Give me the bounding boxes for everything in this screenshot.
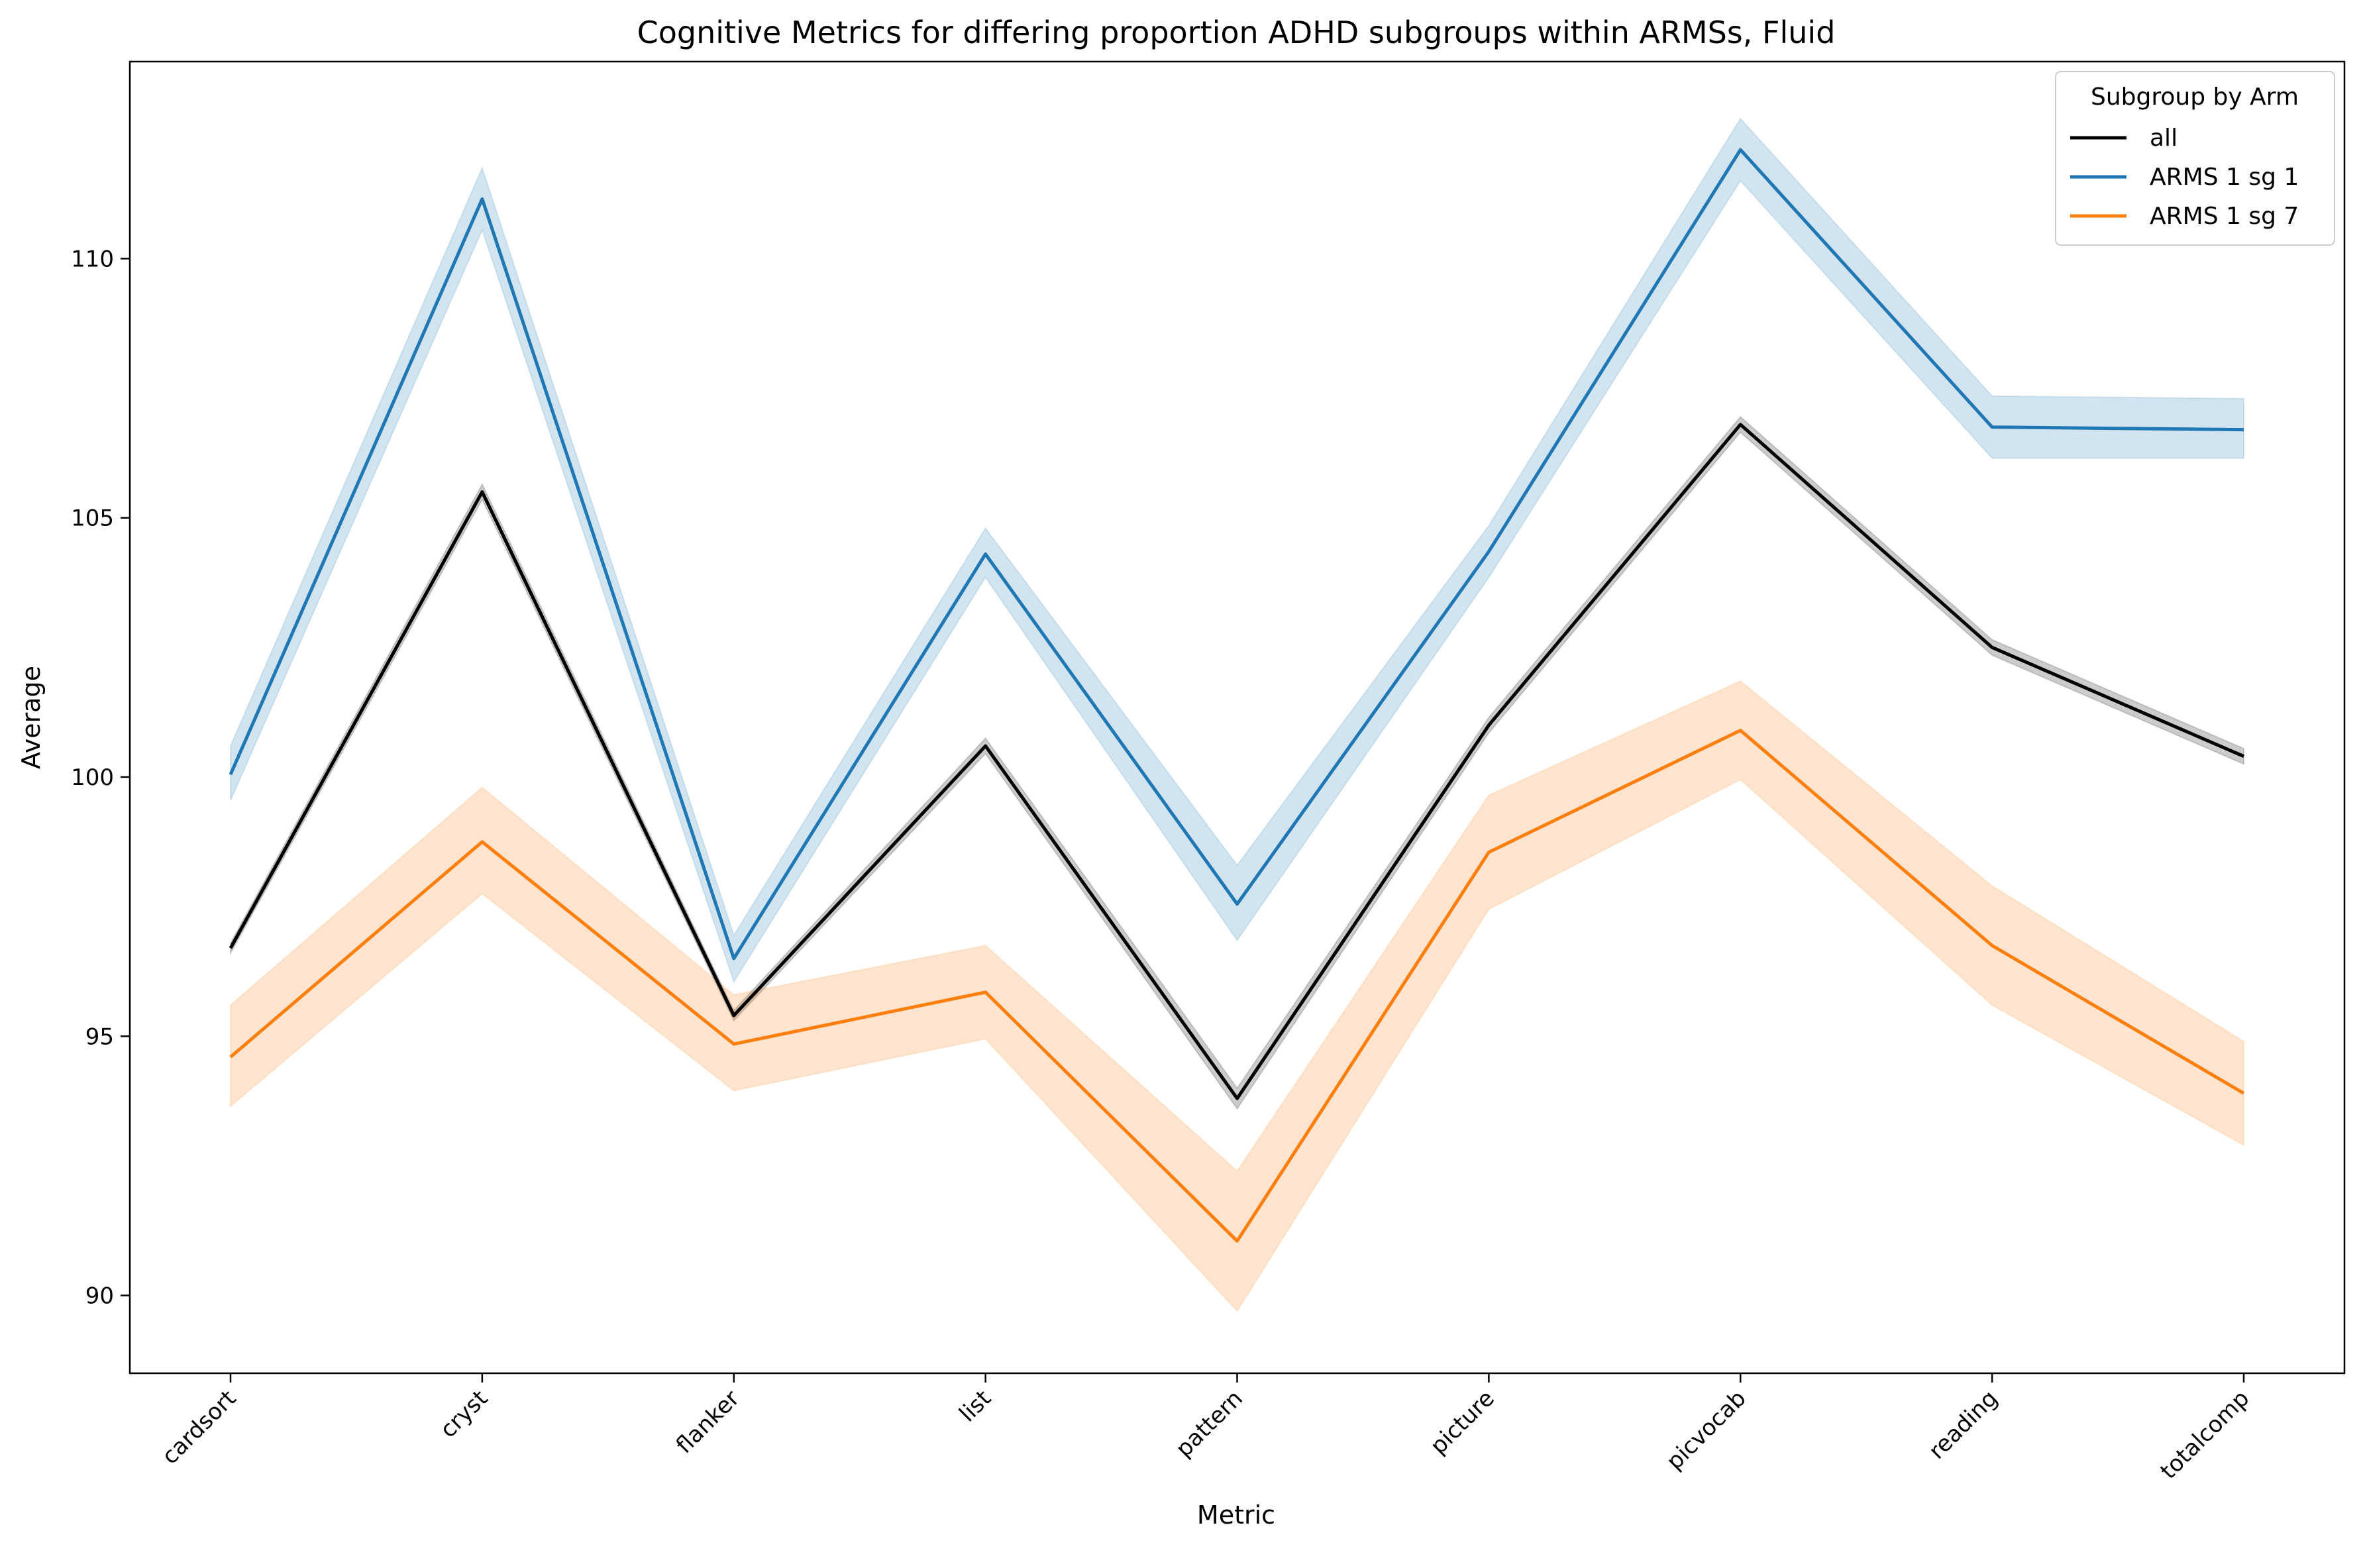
- y-axis: 90 95 100 105 110: [71, 246, 130, 1310]
- y-tick-label: 90: [85, 1283, 114, 1310]
- confidence-band-arms-1-sg-7: [230, 680, 2244, 1312]
- series-line-arms-1-sg-7: [229, 729, 2245, 1243]
- legend-label-arms-1-sg-1: ARMS 1 sg 1: [2150, 164, 2299, 191]
- y-tick-label: 100: [71, 764, 114, 791]
- chart-title: Cognitive Metrics for differing proporti…: [637, 15, 1836, 50]
- series-line-arms-1-sg-1: [229, 148, 2244, 961]
- series-line-all: [229, 423, 2244, 1100]
- legend: Subgroup by Arm all ARMS 1 sg 1 ARMS 1 sg …: [2055, 71, 2335, 246]
- y-axis-label: Average: [17, 666, 46, 769]
- x-axis-label: Metric: [1197, 1500, 1275, 1530]
- confidence-band-arms-1-sg-1: [230, 117, 2244, 984]
- series-lines: [229, 148, 2245, 1243]
- y-tick-label: 95: [85, 1023, 114, 1050]
- confidence-bands: [230, 117, 2244, 1312]
- y-tick-label: 110: [71, 246, 114, 272]
- plot-area: [129, 60, 2346, 1375]
- legend-label-all: all: [2150, 125, 2178, 152]
- y-tick-label: 105: [71, 505, 114, 532]
- legend-title: Subgroup by Arm: [2091, 83, 2299, 111]
- legend-box: [2055, 71, 2335, 246]
- confidence-band-all: [230, 415, 2244, 1110]
- legend-label-arms-1-sg-7: ARMS 1 sg 7: [2150, 203, 2299, 230]
